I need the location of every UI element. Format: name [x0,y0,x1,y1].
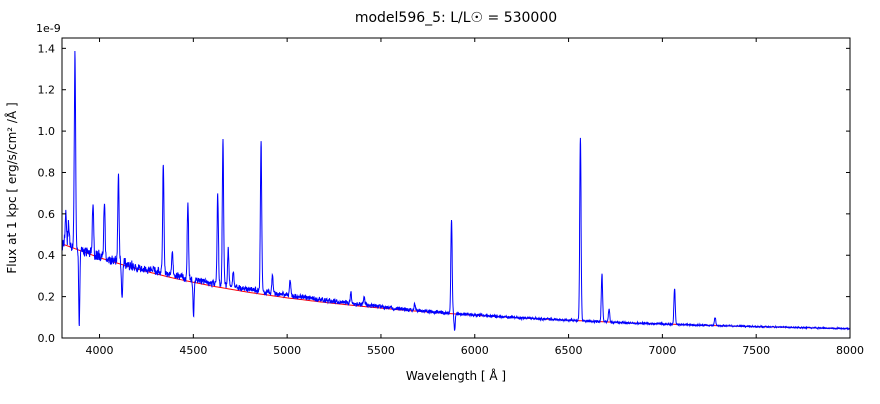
x-tick-label: 8000 [836,344,864,357]
x-tick-label: 7500 [742,344,770,357]
chart-layer: 4000 4500 5000 5500 6000 6500 7000 7500 8000 0.0 0… [38,37,864,357]
y-tick-label: 1.2 [38,84,56,97]
x-tick-label: 4500 [179,344,207,357]
y-tick-label: 0.4 [38,249,56,262]
plot-title: model596_5: L/L☉ = 530000 [355,10,557,26]
y-tick-label: 0.8 [38,166,56,179]
y-tick-label: 1.0 [38,125,56,138]
x-tick-label: 6000 [461,344,489,357]
x-tick-label: 7000 [648,344,676,357]
x-axis-label: Wavelength [ Å ] [406,368,506,383]
y-tick-label: 0.0 [38,332,56,345]
y-tick-label: 0.6 [38,208,56,221]
y-tick-label: 0.2 [38,291,56,304]
x-tick-label: 4000 [86,344,114,357]
axes-frame [61,37,851,339]
x-tick-label: 6500 [555,344,583,357]
y-offset-label: 1e-9 [36,22,61,35]
spectrum-line [62,50,850,331]
x-tick-label: 5500 [367,344,395,357]
x-tick-label: 5000 [273,344,301,357]
y-axis-label: Flux at 1 kpc [ erg/s/cm² /Å ] [4,102,19,273]
y-tick-label: 1.4 [38,42,56,55]
